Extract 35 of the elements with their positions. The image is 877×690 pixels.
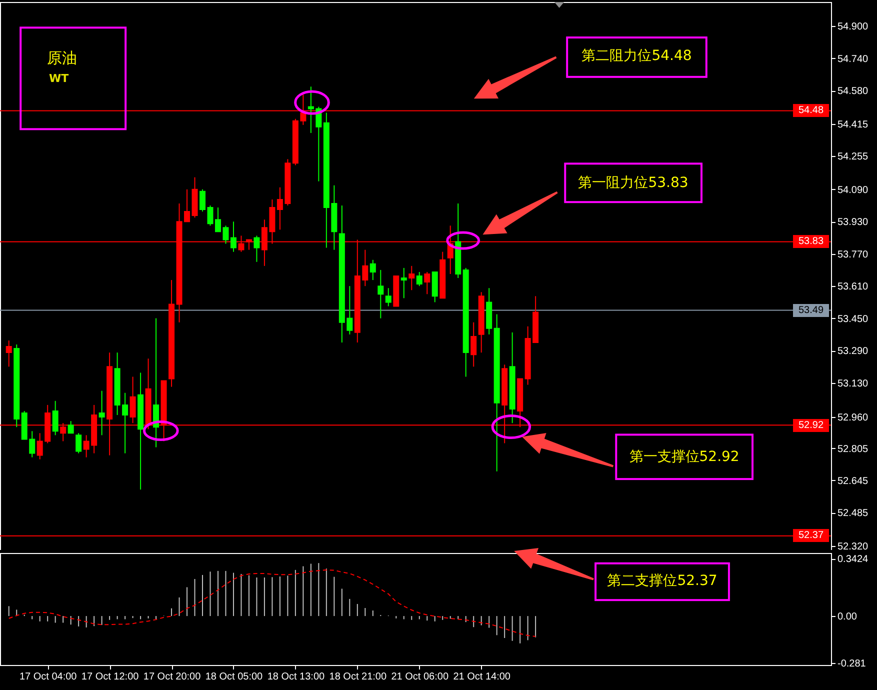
y-tick-label: 54.900 [838,22,869,33]
y-tick-label: 0.3424 [838,554,869,566]
x-tick-label: 21 Oct 06:00 [391,672,449,682]
x-tick-label: 17 Oct 12:00 [81,672,140,682]
y-tick-label: 53.290 [838,346,869,358]
y-tick-label: 52.805 [838,444,869,455]
x-tick-label: 18 Oct 05:00 [205,672,264,682]
y-tick-label: 0.00 [838,612,858,623]
text: 原油 [47,49,78,68]
y-tick-label: 52.485 [838,508,869,520]
ref-line-label: 52.37 [793,529,829,542]
ref-line-label: 52.92 [793,418,829,432]
x-tick-label: 18 Oct 21:00 [329,672,387,682]
y-tick-label: 53.930 [838,217,869,228]
y-tick-label: 53.450 [838,314,869,325]
y-tick-label: 54.255 [838,152,869,163]
y-tick-label: 52.320 [838,541,869,552]
y-tick-label: 52.645 [838,476,869,487]
y-tick-label: 53.770 [838,249,869,260]
y-tick-label: 54.415 [838,119,869,130]
y-tick-label: 54.740 [838,54,869,65]
ref-line-label: 53.83 [793,235,829,248]
y-tick-label: 53.130 [838,378,869,390]
ref-line-label: 54.48 [793,104,829,118]
x-tick-label: 17 Oct 20:00 [143,672,202,682]
x-tick-label: 18 Oct 13:00 [267,672,326,682]
x-tick-label: 17 Oct 04:00 [19,672,78,682]
y-tick-label: -0.281 [838,658,866,670]
ref-line-label: 53.49 [793,304,829,317]
y-tick-label: 52.960 [838,412,869,424]
y-tick-label: 53.610 [838,282,869,293]
y-tick-label: 54.580 [838,86,869,98]
x-tick-label: 21 Oct 14:00 [453,672,511,682]
y-tick-label: 54.090 [838,184,869,196]
text: WT [49,72,69,85]
